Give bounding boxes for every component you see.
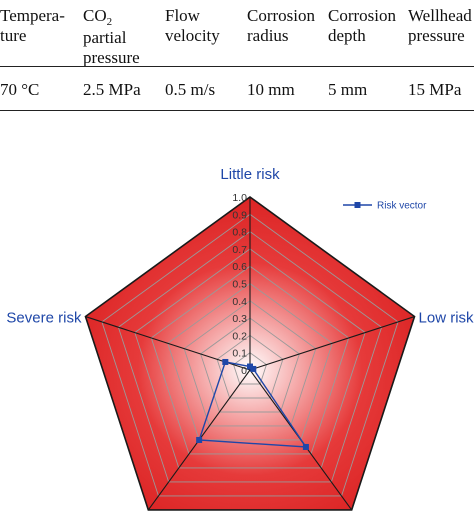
header-corrosion-radius: Corrosion radius: [247, 6, 315, 46]
axis-label-3: High risk: [93, 523, 152, 524]
header-co2-partial-pressure: CO2 partial pressure: [83, 6, 140, 68]
axis-label-2: Medium risk: [339, 523, 420, 524]
tick-label-6: 0.6: [232, 261, 247, 273]
value-flow-velocity: 0.5 m/s: [165, 80, 216, 99]
header-flow-line-2: velocity: [165, 26, 220, 45]
spoke-1: [249, 316, 415, 371]
grid-ring-1: [233, 352, 267, 385]
value-corrosion-depth: 5 mm: [328, 80, 368, 99]
header-temperature-line-1: Tempera-: [0, 6, 65, 25]
header-co2-line-2: partial: [83, 28, 127, 47]
header-wellhead-pressure: Wellhead pressure: [408, 6, 472, 46]
header-radius-line-1: Corrosion: [247, 6, 315, 25]
series-point-2: [302, 443, 309, 450]
series-point-1: [250, 365, 257, 372]
header-corrosion-depth: Corrosion depth: [328, 6, 396, 46]
risk-radar-chart: 0 0.1 0.2 0.3 0.4 0.5 0.6 0.7 0.8 0.9 1.0 Little r…: [6, 166, 474, 524]
header-temperature: Tempera- ture: [0, 6, 65, 46]
axis-label-1: Low risk: [419, 310, 474, 327]
value-temperature: 70 °C: [0, 80, 40, 99]
table-bottom-rule: [0, 110, 474, 111]
tick-label-4: 0.4: [232, 296, 247, 308]
legend-marker-0: [354, 202, 361, 208]
series-point-4: [222, 358, 229, 365]
grid-ring-10: [84, 196, 416, 511]
header-depth-line-1: Corrosion: [328, 6, 396, 25]
header-flow-velocity: Flow velocity: [165, 6, 220, 46]
header-temperature-line-2: ture: [0, 26, 27, 45]
tick-label-9: 0.9: [232, 209, 247, 221]
tick-label-1: 0.1: [232, 348, 247, 360]
grid-ring-3: [200, 317, 300, 413]
series-point-0: [247, 363, 253, 370]
value-co2-partial-pressure: 2.5 MPa: [83, 80, 141, 99]
grid-ring-5: [167, 282, 333, 441]
grid-ring-9: [101, 213, 399, 497]
header-radius-line-2: radius: [247, 26, 289, 45]
grid-ring-6: [150, 265, 350, 455]
header-flow-line-1: Flow: [165, 6, 200, 25]
series-point-3: [196, 436, 203, 443]
header-co2-line-3: pressure: [83, 48, 140, 67]
tick-label-3: 0.3: [232, 313, 247, 325]
tick-label-5: 0.5: [232, 279, 247, 291]
co2-text: CO: [83, 6, 107, 25]
grid-ring-4: [183, 300, 317, 427]
legend-label-0: Risk vector: [377, 201, 427, 212]
tick-label-0: 0: [241, 365, 247, 377]
tick-label-7: 0.7: [232, 244, 247, 256]
grid-ring-2: [216, 334, 284, 399]
value-wellhead-pressure: 15 MPa: [408, 80, 462, 99]
tick-label-10: 1.0: [232, 192, 247, 204]
header-depth-line-2: depth: [328, 26, 366, 45]
axis-label-4: Severe risk: [6, 310, 82, 327]
header-wellhead-line-2: pressure: [408, 26, 465, 45]
tick-label-2: 0.2: [232, 330, 247, 342]
axis-label-0: Little risk: [220, 166, 280, 183]
table-value-row: 70 °C 2.5 MPa 0.5 m/s 10 mm 5 mm 15 MPa: [0, 72, 474, 108]
header-co2-line-1: CO2: [83, 6, 140, 28]
grid-ring-8: [117, 231, 383, 483]
value-corrosion-radius: 10 mm: [247, 80, 295, 99]
table-divider: [0, 66, 474, 67]
tick-label-8: 0.8: [232, 227, 247, 239]
table-header-row: Tempera- ture CO2 partial pressure Flow …: [0, 0, 474, 67]
header-wellhead-line-1: Wellhead: [408, 6, 472, 25]
grid-ring-7: [134, 248, 366, 469]
co2-subscript: 2: [106, 16, 113, 28]
